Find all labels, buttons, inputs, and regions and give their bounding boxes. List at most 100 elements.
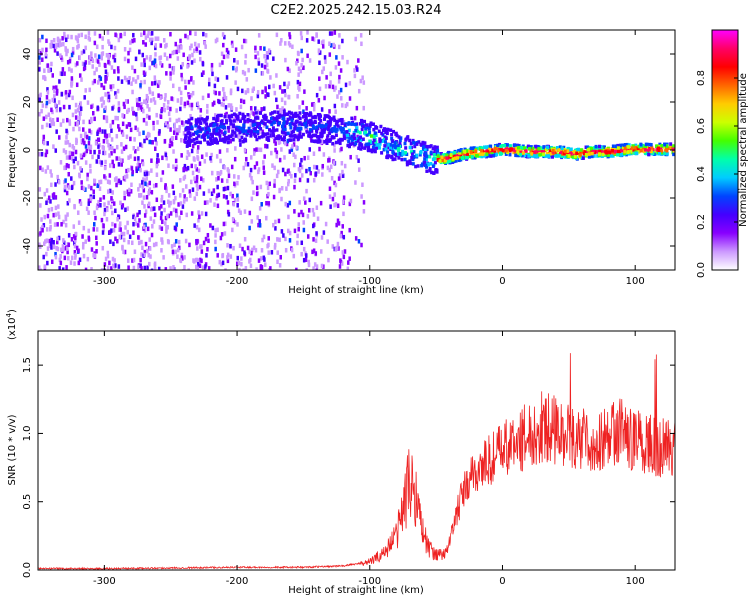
heatmap-cell bbox=[102, 223, 105, 229]
heatmap-cell bbox=[206, 140, 210, 145]
heatmap-cell bbox=[318, 76, 321, 81]
heatmap-cell bbox=[358, 141, 362, 146]
heatmap-cell bbox=[463, 147, 467, 152]
heatmap-cell bbox=[207, 93, 210, 98]
heatmap-cell bbox=[229, 254, 233, 259]
heatmap-cell bbox=[205, 115, 209, 120]
heatmap-cell bbox=[242, 38, 246, 44]
heatmap-cell bbox=[166, 224, 169, 230]
heatmap-cell bbox=[100, 55, 103, 61]
heatmap-cell bbox=[125, 174, 129, 179]
heatmap-cell bbox=[431, 164, 435, 169]
heatmap-cell bbox=[169, 138, 172, 144]
heatmap-cell bbox=[90, 51, 93, 56]
heatmap-cell bbox=[122, 146, 126, 151]
heatmap-cell bbox=[192, 132, 196, 136]
heatmap-cell bbox=[177, 128, 181, 133]
heatmap-cell bbox=[320, 133, 324, 138]
heatmap-cell bbox=[153, 58, 157, 64]
heatmap-cell bbox=[357, 58, 360, 63]
heatmap-cell bbox=[289, 138, 293, 142]
heatmap-cell bbox=[199, 257, 202, 263]
heatmap-cell bbox=[143, 138, 146, 144]
heatmap-cell bbox=[576, 147, 580, 152]
heatmap-cell bbox=[82, 225, 86, 231]
heatmap-cell bbox=[41, 57, 44, 62]
heatmap-cell bbox=[254, 247, 258, 253]
heatmap-cell bbox=[339, 233, 343, 239]
heatmap-cell bbox=[252, 129, 256, 133]
heatmap-cell bbox=[618, 143, 622, 148]
heatmap-cell bbox=[118, 127, 121, 132]
heatmap-cell bbox=[125, 168, 128, 174]
heatmap-cell bbox=[166, 100, 170, 105]
heatmap-cell bbox=[334, 122, 338, 126]
x-tick-label: 0 bbox=[499, 576, 505, 587]
heatmap-cell bbox=[234, 113, 238, 117]
heatmap-cell bbox=[231, 193, 234, 199]
heatmap-cell bbox=[113, 45, 117, 51]
heatmap-cell bbox=[91, 154, 94, 160]
heatmap-cell bbox=[371, 140, 375, 145]
heatmap-cell bbox=[141, 180, 144, 185]
heatmap-cell bbox=[88, 128, 91, 134]
heatmap-cell bbox=[64, 46, 67, 51]
heatmap-cell bbox=[261, 71, 265, 76]
heatmap-cell bbox=[412, 141, 416, 145]
heatmap-cell bbox=[194, 164, 197, 169]
heatmap-cell bbox=[93, 222, 96, 227]
heatmap-cell bbox=[386, 146, 390, 150]
heatmap-cell bbox=[50, 61, 53, 67]
heatmap-cell bbox=[65, 51, 68, 57]
heatmap-cell bbox=[197, 118, 201, 122]
heatmap-cell bbox=[420, 163, 424, 168]
heatmap-cell bbox=[183, 136, 187, 141]
heatmap-cell bbox=[195, 167, 199, 172]
heatmap-cell bbox=[298, 121, 302, 125]
heatmap-cell bbox=[386, 127, 390, 132]
heatmap-cell bbox=[216, 193, 219, 199]
heatmap-cell bbox=[278, 157, 282, 163]
heatmap-cell bbox=[234, 80, 237, 85]
heatmap-cell bbox=[78, 199, 82, 204]
heatmap-cell bbox=[342, 136, 346, 141]
heatmap-cell bbox=[104, 69, 108, 74]
heatmap-cell bbox=[348, 227, 351, 233]
heatmap-cell bbox=[322, 130, 326, 134]
heatmap-cell bbox=[562, 145, 566, 150]
heatmap-cell bbox=[106, 253, 110, 259]
heatmap-cell bbox=[636, 146, 640, 151]
heatmap-cell bbox=[123, 195, 126, 201]
heatmap-cell bbox=[212, 188, 216, 193]
heatmap-cell bbox=[279, 109, 283, 114]
heatmap-cell bbox=[173, 242, 176, 248]
heatmap-cell bbox=[288, 149, 292, 154]
heatmap-cell bbox=[158, 225, 162, 230]
heatmap-cell bbox=[84, 34, 87, 40]
heatmap-cell bbox=[60, 247, 63, 253]
heatmap-cell bbox=[184, 85, 187, 90]
heatmap-cell bbox=[70, 34, 73, 40]
heatmap-cell bbox=[50, 173, 53, 178]
heatmap-cell bbox=[179, 106, 182, 112]
heatmap-cell bbox=[331, 84, 335, 90]
heatmap-cell bbox=[70, 81, 74, 86]
heatmap-cell bbox=[46, 246, 50, 251]
heatmap-cell bbox=[297, 115, 301, 119]
heatmap-cell bbox=[471, 146, 475, 150]
heatmap-cell bbox=[312, 103, 316, 108]
heatmap-cell bbox=[535, 154, 539, 159]
heatmap-cell bbox=[190, 135, 194, 141]
heatmap-cell bbox=[111, 256, 115, 262]
heatmap-cell bbox=[649, 143, 653, 147]
heatmap-cell bbox=[485, 152, 489, 156]
heatmap-cell bbox=[330, 164, 333, 170]
heatmap-cell bbox=[218, 138, 222, 142]
heatmap-cell bbox=[587, 152, 591, 156]
heatmap-cell bbox=[451, 157, 455, 161]
heatmap-cell bbox=[237, 128, 241, 132]
heatmap-cell bbox=[250, 175, 253, 181]
heatmap-cell bbox=[175, 164, 179, 169]
heatmap-cell bbox=[112, 163, 116, 169]
heatmap-cell bbox=[167, 163, 170, 168]
